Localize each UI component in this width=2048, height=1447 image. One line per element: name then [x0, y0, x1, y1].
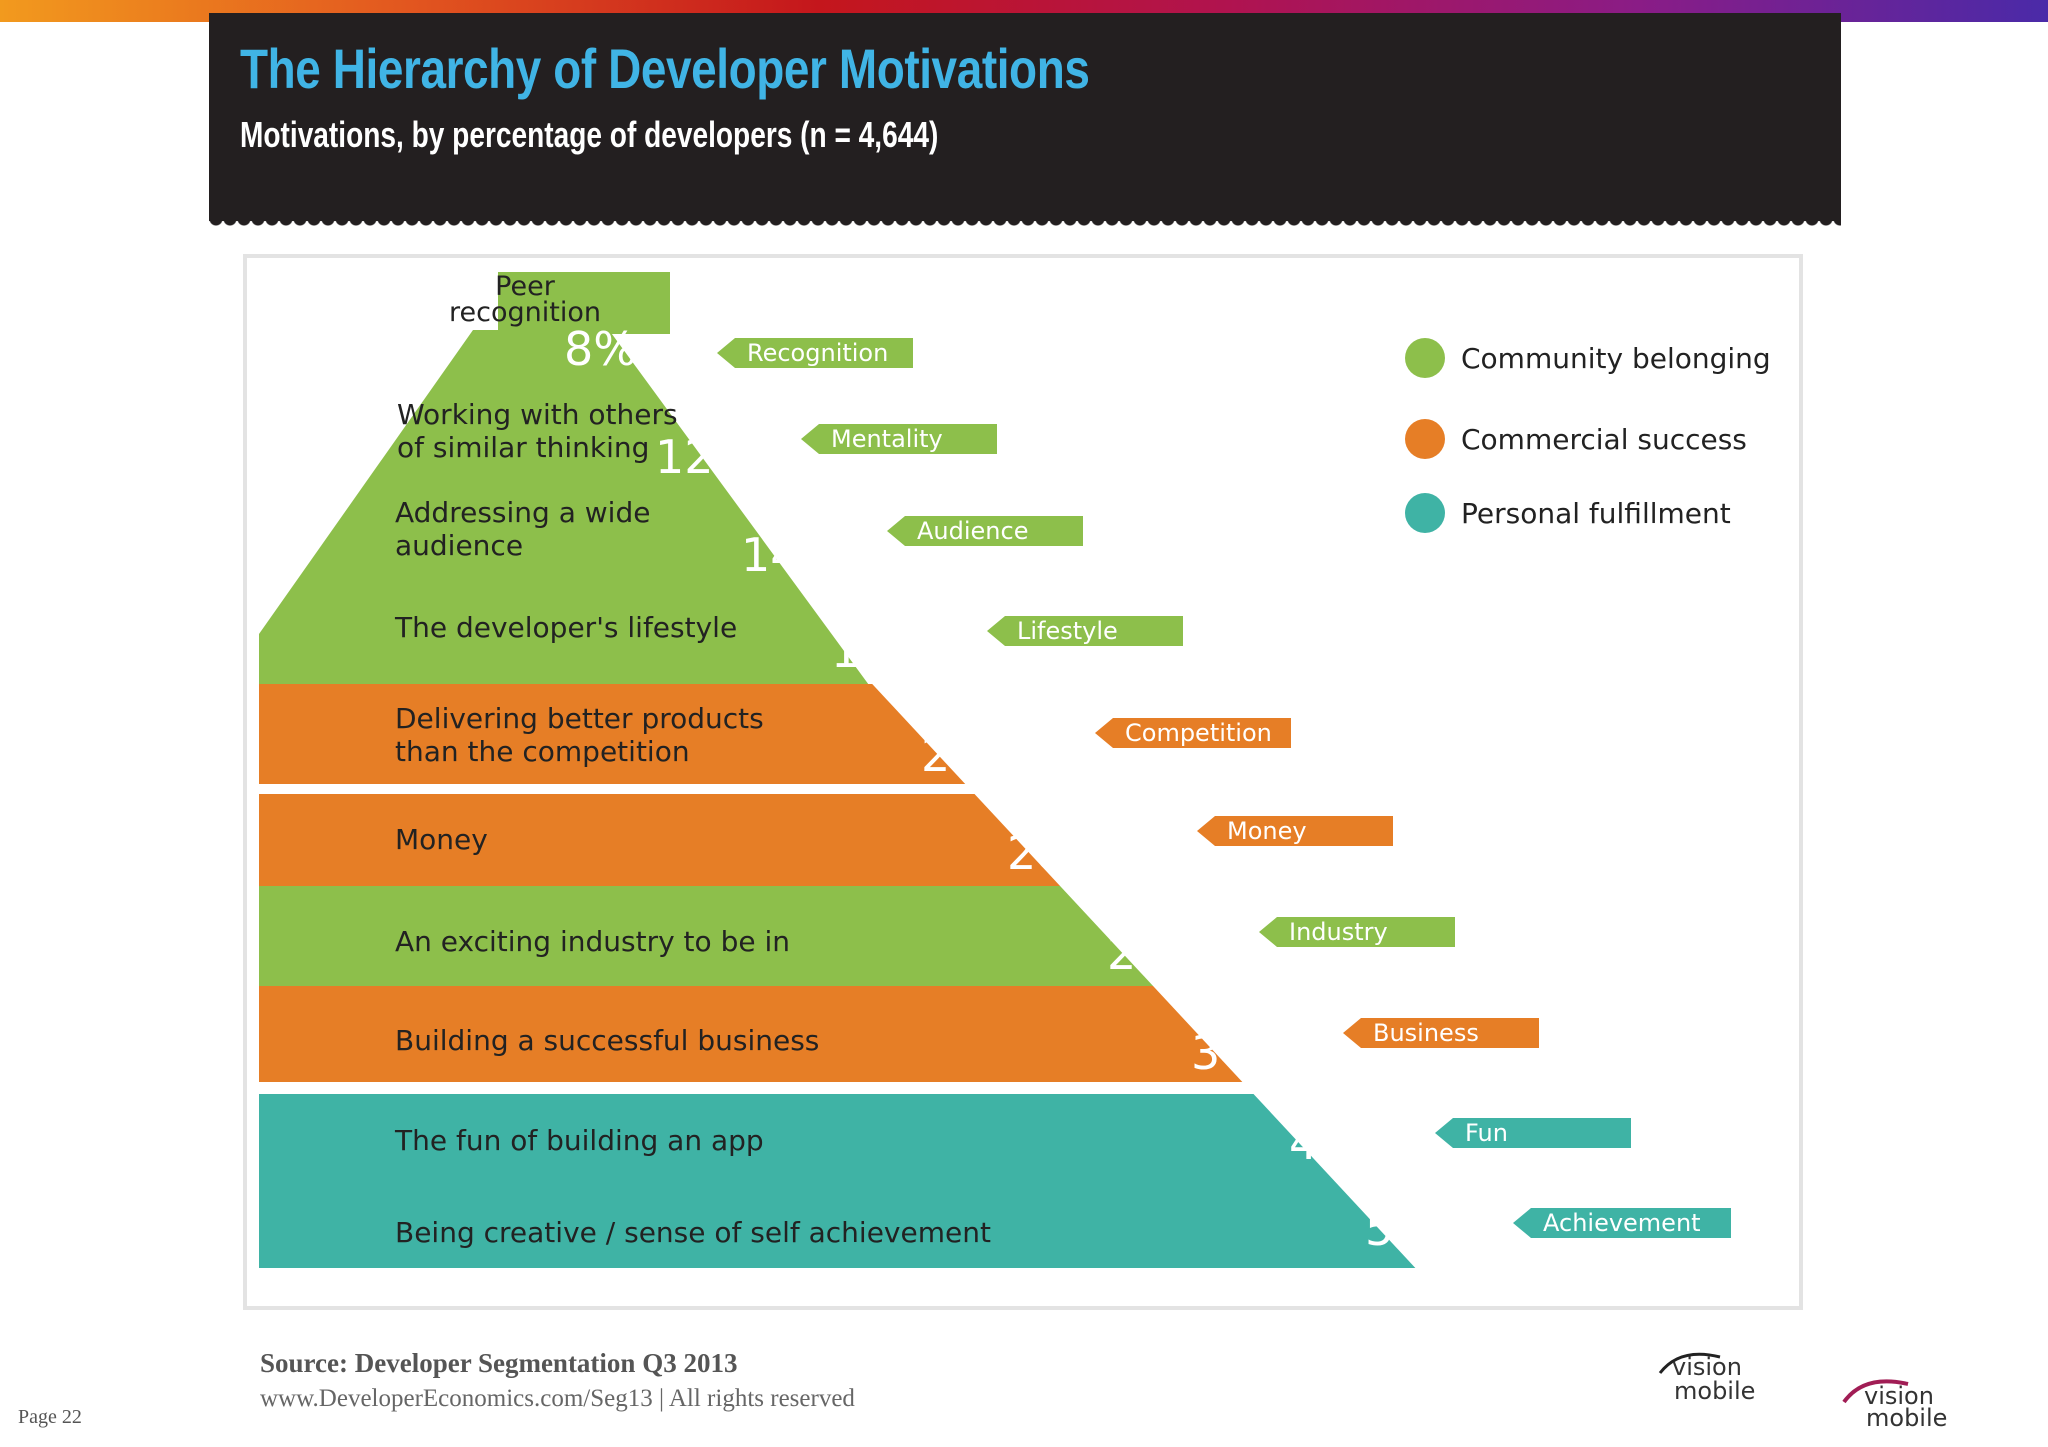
legend-dot-personal [1405, 493, 1445, 533]
level-label-fun: The fun of building an app [395, 1124, 764, 1157]
tag-label-money: Money [1227, 817, 1307, 845]
tag-label-business: Business [1373, 1019, 1479, 1047]
source-url: www.DeveloperEconomics.com/Seg13 | All r… [260, 1385, 855, 1412]
tag-shape-business [1343, 1018, 1539, 1048]
legend-dot-community [1405, 338, 1445, 378]
legend-item-personal: Personal fulfillment [1405, 493, 1731, 533]
level-value-audience: 14% [741, 528, 844, 582]
logo-alt-line-1: vision [1864, 1382, 1934, 1410]
legend-label-community: Community belonging [1461, 341, 1771, 375]
legend-item-commercial: Commercial success [1405, 419, 1747, 459]
vision-mobile-logo-alt: vision mobile [1842, 1379, 1947, 1432]
legend-label-personal: Personal fulfillment [1461, 496, 1731, 530]
level-label-audience: Addressing a wide audience [395, 496, 651, 562]
level-value-competition: 24% [921, 728, 1024, 782]
tag-shape-fun [1435, 1118, 1631, 1148]
level-label-mentality: Working with others of similar thinking [397, 398, 678, 464]
pyramid-chart: Recognition Mentality Audience Lifestyle Com… [259, 272, 1731, 1268]
level-label-industry: An exciting industry to be in [395, 925, 790, 958]
band-commercial-4 [259, 986, 1243, 1082]
tag-label-industry: Industry [1289, 918, 1388, 946]
tag-shape-competition [1095, 718, 1291, 748]
tag-label-competition: Competition [1125, 719, 1272, 747]
page-subtitle: Motivations, by percentage of developers… [240, 114, 939, 155]
level-value-lifestyle: 17% [831, 624, 934, 678]
level-value-mentality: 12% [655, 430, 758, 484]
tag-label-achievement: Achievement [1543, 1209, 1701, 1237]
chart-frame: Recognition Mentality Audience Lifestyle Com… [243, 254, 1803, 1310]
legend-item-community: Community belonging [1405, 338, 1771, 378]
vision-mobile-logo: vision mobile [1658, 1352, 1755, 1405]
legend-dot-commercial [1405, 419, 1445, 459]
tag-shape-industry [1259, 917, 1455, 947]
level-value-industry: 29% [1107, 926, 1210, 980]
tag-shape-lifestyle [987, 616, 1183, 646]
logo-line-1: vision [1672, 1353, 1742, 1381]
band-community-3 [259, 886, 1154, 986]
tag-shape-mentality [801, 424, 997, 454]
level-value-money: 28% [1007, 826, 1110, 880]
level-label-recognition: Peer recognition [449, 271, 601, 328]
source-title: Source: Developer Segmentation Q3 2013 [260, 1348, 738, 1378]
tag-label-recognition: Recognition [747, 339, 888, 367]
tag-label-audience: Audience [917, 517, 1028, 545]
tag-label-fun: Fun [1465, 1119, 1508, 1147]
level-label-achievement: Being creative / sense of self achieveme… [395, 1216, 991, 1249]
level-value-recognition: 8% [564, 322, 637, 376]
logo-line-2: mobile [1674, 1377, 1755, 1405]
level-label-money: Money [395, 823, 488, 856]
level-label-lifestyle: The developer's lifestyle [395, 611, 738, 644]
band-commercial-2 [259, 794, 1061, 886]
band-community-upper [259, 330, 869, 684]
level-value-business: 34% [1191, 1026, 1294, 1080]
page-number: Page 22 [18, 1406, 82, 1428]
band-commercial-1 [259, 684, 966, 784]
level-value-achievement: 53% [1365, 1202, 1468, 1256]
tag-shape-achievement [1513, 1208, 1731, 1238]
tag-shape-money [1197, 816, 1393, 846]
peer-recognition-box [498, 272, 670, 334]
legend-label-commercial: Commercial success [1461, 422, 1747, 456]
header-banner [209, 13, 1841, 231]
tag-label-mentality: Mentality [831, 425, 943, 453]
tag-shape-audience [887, 516, 1083, 546]
level-label-business: Building a successful business [395, 1024, 820, 1057]
logo-alt-line-2: mobile [1866, 1404, 1947, 1432]
level-label-competition: Delivering better products than the comp… [395, 702, 764, 768]
tag-shape-recognition [717, 338, 913, 368]
tag-label-lifestyle: Lifestyle [1017, 617, 1118, 645]
page-title: The Hierarchy of Developer Motivations [240, 37, 1090, 100]
band-personal-5 [259, 1094, 1416, 1268]
level-value-fun: 40% [1289, 1116, 1392, 1170]
